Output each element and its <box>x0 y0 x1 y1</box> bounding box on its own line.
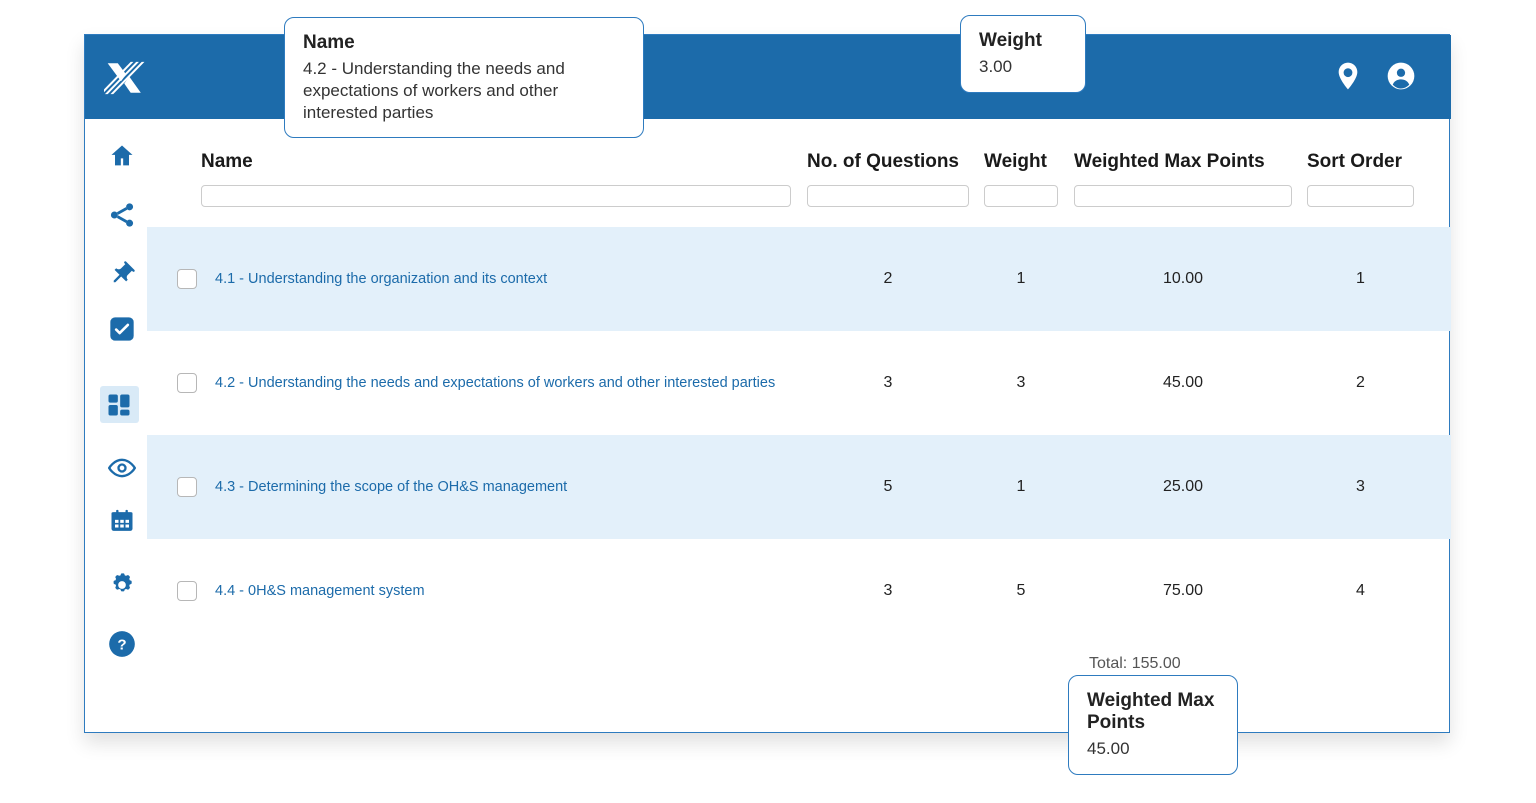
svg-text:?: ? <box>117 637 126 654</box>
